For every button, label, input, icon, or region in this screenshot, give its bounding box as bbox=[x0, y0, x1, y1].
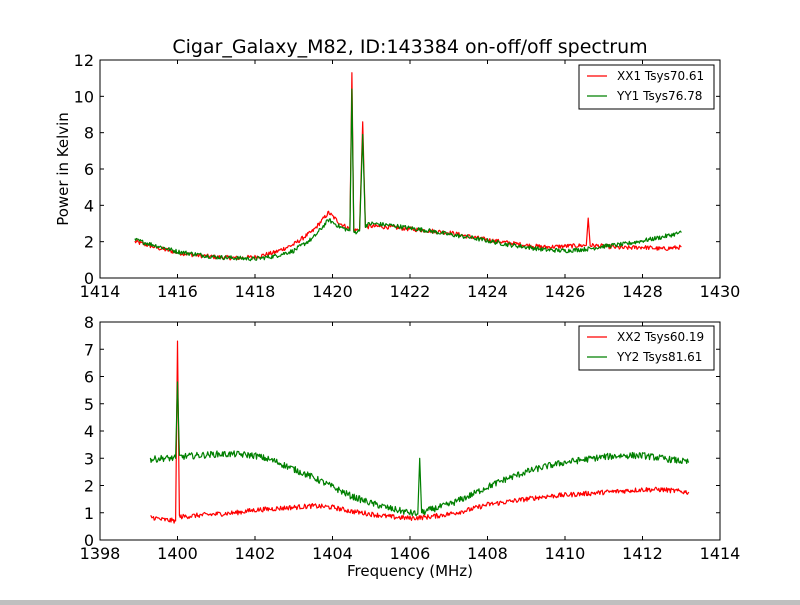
x-tick-label: 1424 bbox=[467, 282, 508, 301]
y-tick-label: 5 bbox=[84, 395, 94, 414]
x-tick-label: 1426 bbox=[545, 282, 586, 301]
bottom-legend-box bbox=[578, 325, 715, 371]
top-legend: XX1 Tsys70.61 YY1 Tsys76.78 bbox=[578, 64, 715, 110]
y-tick-label: 6 bbox=[84, 368, 94, 387]
y-tick-label: 4 bbox=[84, 196, 94, 215]
y-tick-label: 10 bbox=[74, 87, 94, 106]
x-tick-label: 1406 bbox=[390, 544, 431, 563]
x-tick-label: 1404 bbox=[312, 544, 353, 563]
top-legend-label-yy1: YY1 Tsys76.78 bbox=[616, 89, 702, 103]
series-line-yy1 bbox=[134, 88, 682, 262]
x-tick-label: 1414 bbox=[700, 544, 741, 563]
y-tick-label: 7 bbox=[84, 340, 94, 359]
series-line-xx2 bbox=[150, 340, 690, 524]
top-series-group bbox=[134, 72, 682, 262]
top-axes: 1414 1416 1418 1420 1422 1424 1426 1428 1430 0 2 4 6… bbox=[54, 51, 740, 301]
series-line-xx1 bbox=[134, 72, 682, 261]
x-tick-label: 1412 bbox=[622, 544, 663, 563]
x-tick-label: 1408 bbox=[467, 544, 508, 563]
y-tick-label: 2 bbox=[84, 233, 94, 252]
x-tick-label: 1430 bbox=[700, 282, 741, 301]
top-legend-label-xx1: XX1 Tsys70.61 bbox=[617, 69, 704, 83]
bottom-legend: XX2 Tsys60.19 YY2 Tsys81.61 bbox=[578, 325, 715, 371]
top-ticks-group: 1414 1416 1418 1420 1422 1424 1426 1428 1430 0 2 4 6… bbox=[74, 51, 741, 301]
y-tick-label: 3 bbox=[84, 449, 94, 468]
y-tick-label: 4 bbox=[84, 422, 94, 441]
x-tick-label: 1410 bbox=[545, 544, 586, 563]
bottom-legend-label-xx2: XX2 Tsys60.19 bbox=[617, 330, 704, 344]
y-tick-label: 6 bbox=[84, 160, 94, 179]
x-tick-label: 1402 bbox=[235, 544, 276, 563]
bottom-series-group bbox=[149, 340, 690, 524]
y-tick-label: 1 bbox=[84, 504, 94, 523]
bottom-legend-label-yy2: YY2 Tsys81.61 bbox=[616, 350, 702, 364]
y-tick-label: 0 bbox=[84, 531, 94, 550]
x-tick-label: 1416 bbox=[157, 282, 198, 301]
bottom-axes: 1398 1400 1402 1404 1406 1408 1410 1412 1414 0 1 2 3… bbox=[80, 313, 741, 580]
x-tick-label: 1414 bbox=[80, 282, 121, 301]
y-tick-label: 2 bbox=[84, 477, 94, 496]
y-tick-label: 12 bbox=[74, 51, 94, 70]
x-tick-label: 1428 bbox=[622, 282, 663, 301]
x-tick-label: 1398 bbox=[80, 544, 121, 563]
y-tick-label: 8 bbox=[84, 124, 94, 143]
series-line-yy2 bbox=[149, 381, 690, 517]
top-y-axis-label: Power in Kelvin bbox=[54, 112, 72, 226]
x-tick-label: 1422 bbox=[390, 282, 431, 301]
x-tick-label: 1420 bbox=[312, 282, 353, 301]
top-legend-box bbox=[578, 64, 715, 110]
x-axis-label: Frequency (MHz) bbox=[347, 562, 473, 580]
x-tick-label: 1400 bbox=[157, 544, 198, 563]
bottom-ticks-group: 1398 1400 1402 1404 1406 1408 1410 1412 1414 0 1 2 3… bbox=[80, 313, 741, 563]
y-tick-label: 8 bbox=[84, 313, 94, 332]
y-tick-label: 0 bbox=[84, 269, 94, 288]
chart-title: Cigar_Galaxy_M82, ID:143384 on-off/off s… bbox=[172, 36, 647, 58]
x-tick-label: 1418 bbox=[235, 282, 276, 301]
